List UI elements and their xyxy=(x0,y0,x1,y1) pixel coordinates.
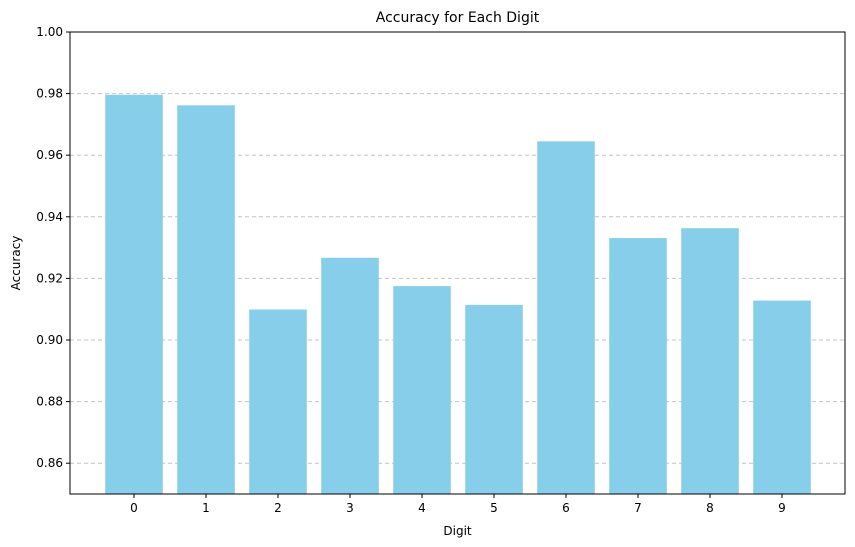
y-tick-label: 0.96 xyxy=(36,148,63,162)
x-tick-label: 0 xyxy=(130,501,138,515)
plot-frame xyxy=(69,31,846,495)
bar-digit-8 xyxy=(681,228,739,495)
bar-digit-1 xyxy=(177,105,235,494)
x-tick-label: 3 xyxy=(346,501,354,515)
bar-digit-6 xyxy=(537,141,595,494)
y-axis-ticks: 0.86 0.88 0.90 0.92 0.94 0.96 0.98 1.00 xyxy=(36,25,70,470)
bar-digit-7 xyxy=(609,238,667,494)
x-tick-label: 4 xyxy=(418,501,426,515)
x-axis-label: Digit xyxy=(443,524,472,538)
bar-digit-0 xyxy=(105,94,163,494)
y-tick-label: 0.90 xyxy=(36,333,63,347)
bar-digit-2 xyxy=(249,309,307,494)
x-tick-label: 2 xyxy=(274,501,282,515)
bars xyxy=(105,94,811,495)
y-tick-label: 0.92 xyxy=(36,271,63,285)
x-tick-label: 1 xyxy=(202,501,210,515)
x-tick-label: 5 xyxy=(490,501,498,515)
x-axis-ticks: 0 1 2 3 4 5 6 7 8 9 xyxy=(130,494,786,515)
y-tick-label: 1.00 xyxy=(36,25,63,39)
bar-digit-5 xyxy=(465,304,523,494)
bar-digit-3 xyxy=(321,257,379,494)
y-tick-label: 0.94 xyxy=(36,210,63,224)
x-tick-label: 7 xyxy=(634,501,642,515)
bar-digit-4 xyxy=(393,286,451,494)
y-tick-label: 0.86 xyxy=(36,456,63,470)
y-tick-label: 0.98 xyxy=(36,87,63,101)
y-axis-label: Accuracy xyxy=(9,236,23,291)
x-tick-label: 8 xyxy=(706,501,714,515)
bar-digit-9 xyxy=(753,300,811,494)
y-tick-label: 0.88 xyxy=(36,395,63,409)
x-tick-label: 6 xyxy=(562,501,570,515)
x-tick-label: 9 xyxy=(778,501,786,515)
chart-title: Accuracy for Each Digit xyxy=(376,10,540,26)
